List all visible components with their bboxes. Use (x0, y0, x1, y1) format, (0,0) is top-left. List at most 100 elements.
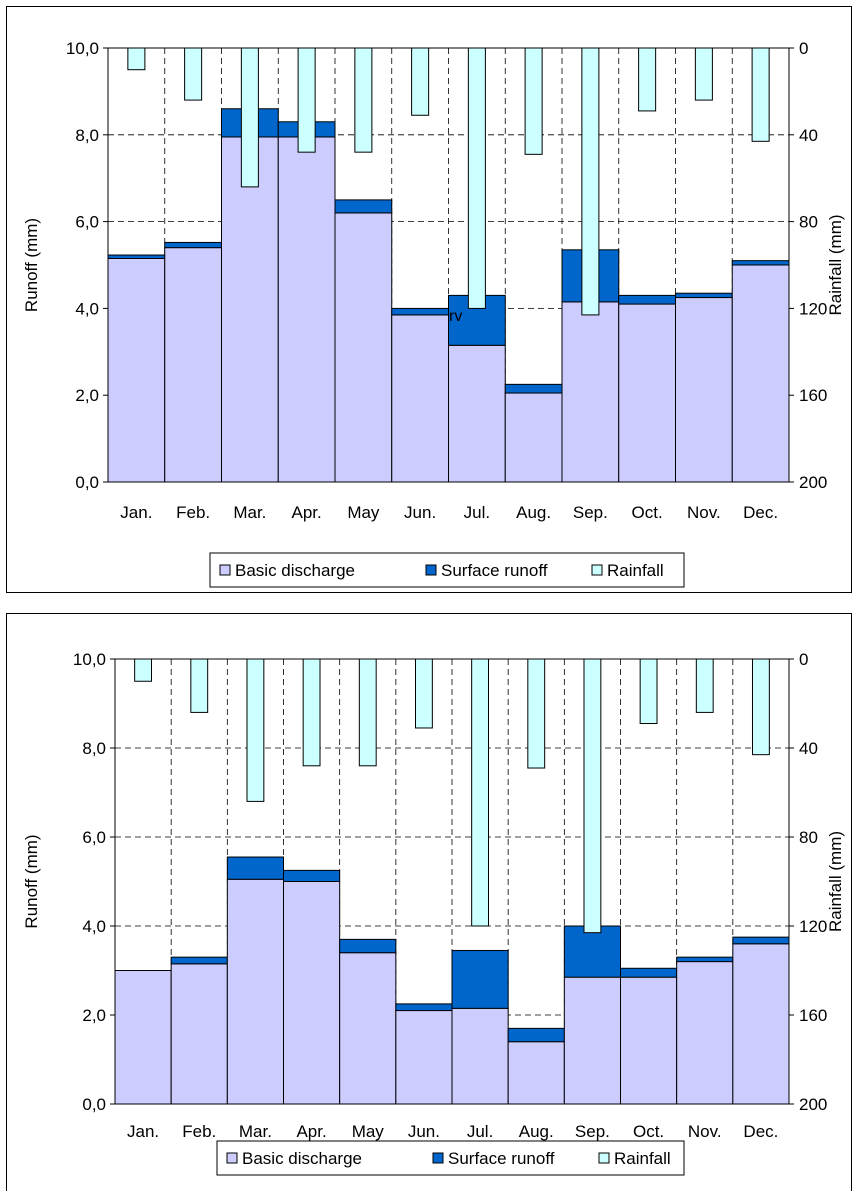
basic-discharge-bar (226, 878, 284, 1105)
left-tick-label: 6,0 (75, 213, 99, 232)
right-tick-label: 0 (799, 39, 808, 58)
category-tick-label: Oct. (632, 503, 663, 522)
basic-discharge-bar (339, 952, 397, 1105)
rainfall-bar (751, 47, 770, 142)
rainfall-bar (240, 47, 259, 188)
runoff-bars (114, 856, 790, 1105)
right-tick-label: 120 (799, 917, 827, 936)
rainfall-bars (134, 658, 770, 934)
right-tick-label: 200 (799, 473, 827, 492)
legend-swatch (219, 564, 231, 576)
category-tick-label: Jul. (467, 1122, 493, 1141)
left-axis-title: Runoff (mm) (22, 218, 41, 312)
rainfall-bar (411, 47, 430, 116)
rainfall-bar (127, 47, 146, 71)
rainfall-bar (302, 658, 321, 767)
legend-label: Basic discharge (242, 1149, 362, 1168)
left-tick-label: 6,0 (82, 828, 106, 847)
basic-discharge-bar (676, 961, 734, 1105)
surface-runoff-bar (164, 241, 222, 249)
rainfall-bar (524, 47, 543, 155)
category-tick-label: Mar. (233, 503, 266, 522)
rainfall-bar (638, 47, 657, 112)
category-tick-label: Nov. (688, 1122, 722, 1141)
right-tick-label: 200 (799, 1095, 827, 1114)
rainfall-bar (184, 47, 203, 101)
surface-runoff-bar (504, 383, 563, 394)
chart-panel-bottom: 0,0 2,0 4,0 6,0 8,0 10,0 200 160 120 80 40 0 Jan. Feb… (6, 613, 852, 1191)
left-tick-label: 8,0 (75, 126, 99, 145)
basic-discharge-bar (170, 963, 228, 1105)
surface-runoff-bar (618, 294, 676, 305)
category-tick-label: Sep. (575, 1122, 610, 1141)
category-tick-label: Jun. (404, 503, 436, 522)
rainfall-bar (467, 47, 486, 309)
rainfall-bar (751, 658, 770, 756)
rainfall-bar (695, 658, 714, 713)
left-tick-label: 2,0 (75, 386, 99, 405)
surface-runoff-bar (283, 869, 341, 882)
rainfall-bar (297, 47, 316, 153)
basic-discharge-bar (391, 314, 449, 483)
left-tick-label: 0,0 (82, 1095, 106, 1114)
category-tick-label: Aug. (516, 503, 551, 522)
category-tick-label: Jun. (408, 1122, 440, 1141)
left-tick-label: 4,0 (82, 917, 106, 936)
category-tick-label: May (352, 1122, 385, 1141)
rainfall-bar (694, 47, 713, 101)
rainfall-bar (414, 658, 433, 729)
chart-panel-top: rv 0,0 2,0 4,0 6,0 8,0 10,0 200 160 120 80 40 0 Jan. F… (6, 6, 852, 593)
rainfall-bar (583, 658, 602, 934)
category-tick-label: Aug. (519, 1122, 554, 1141)
rainfall-bar (246, 658, 265, 802)
category-tick-label: Jul. (464, 503, 490, 522)
surface-runoff-bar (732, 936, 790, 945)
right-axis-title: Rainfall (mm) (826, 831, 845, 932)
runoff-bars (107, 108, 790, 483)
surface-runoff-bar (451, 949, 509, 1009)
legend-label: Basic discharge (235, 561, 355, 580)
surface-runoff-bar (676, 956, 734, 963)
category-tick-label: Mar. (239, 1122, 272, 1141)
category-tick-label: Feb. (182, 1122, 216, 1141)
basic-discharge-bar (507, 1041, 565, 1105)
plot-area-frame (107, 47, 790, 483)
right-tick-label: 160 (799, 386, 827, 405)
category-tick-label: Dec. (743, 503, 778, 522)
legend-swatch (432, 1152, 444, 1164)
category-tick-label: Apr. (292, 503, 322, 522)
basic-discharge-bar (221, 136, 279, 483)
rainfall-bar (471, 658, 490, 927)
basic-discharge-bar (164, 247, 222, 483)
left-tick-label: 10,0 (73, 650, 106, 669)
legend-label: Rainfall (607, 561, 664, 580)
rainfall-bar (358, 658, 377, 767)
basic-discharge-bar (448, 344, 506, 483)
basic-discharge-bar (504, 392, 563, 483)
legend-label: Rainfall (614, 1149, 671, 1168)
rainfall-bar (581, 47, 600, 316)
category-tick-label: Sep. (573, 503, 608, 522)
surface-runoff-bar (339, 938, 397, 954)
surface-runoff-bar (395, 1003, 453, 1012)
basic-discharge-bar (107, 257, 166, 483)
basic-discharge-bar (618, 303, 676, 483)
left-tick-label: 2,0 (82, 1006, 106, 1025)
right-tick-label: 80 (799, 213, 818, 232)
plot-area-frame (114, 658, 790, 1105)
basic-discharge-bar (620, 976, 678, 1105)
basic-discharge-bar (563, 976, 621, 1105)
right-tick-label: 0 (799, 650, 808, 669)
category-tick-label: Feb. (176, 503, 210, 522)
legend-swatch (226, 1152, 238, 1164)
surface-runoff-bar (620, 967, 678, 978)
legend-swatch (591, 564, 603, 576)
legend-swatch (425, 564, 437, 576)
category-tick-label: Jan. (120, 503, 152, 522)
category-tick-label: Dec. (743, 1122, 778, 1141)
left-axis-title: Runoff (mm) (22, 834, 41, 928)
right-tick-label: 40 (799, 739, 818, 758)
rainfall-bar (527, 658, 546, 769)
legend: Basic discharge Surface runoff Rainfall (216, 1140, 685, 1176)
rainfall-bar (639, 658, 658, 725)
